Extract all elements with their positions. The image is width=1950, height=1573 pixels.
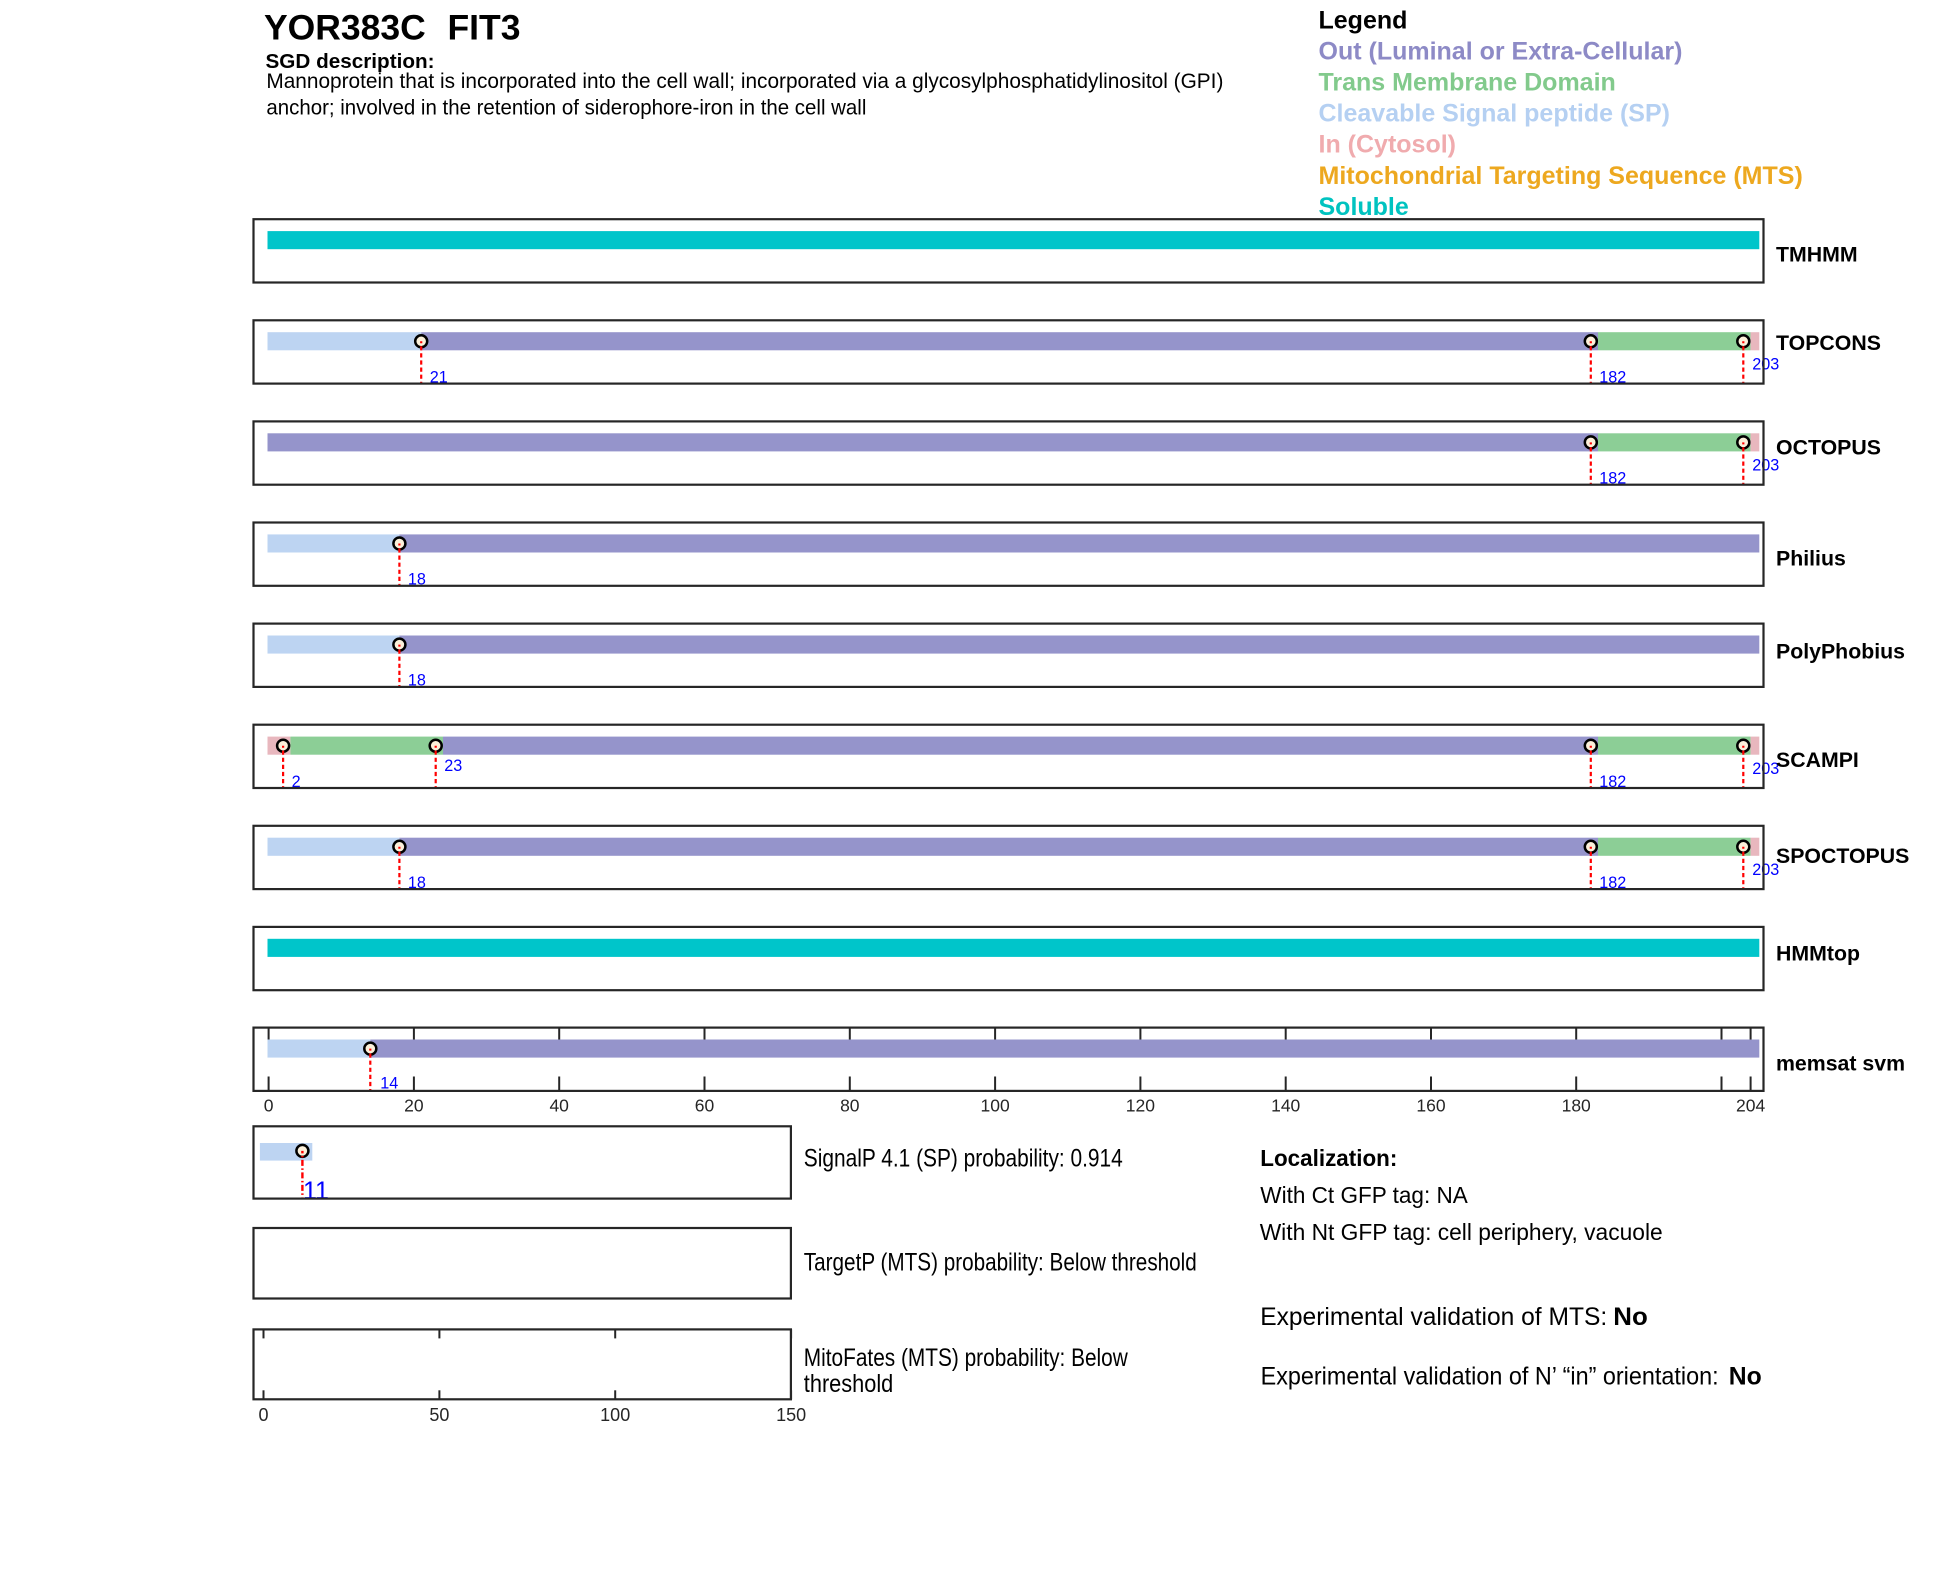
svg-text:18: 18 (408, 874, 426, 892)
svg-text:MitoFates (MTS) probability: B: MitoFates (MTS) probability: Below (804, 1344, 1129, 1372)
svg-text:18: 18 (408, 672, 426, 690)
svg-text:180: 180 (1562, 1095, 1591, 1115)
svg-text:Cleavable Signal peptide (SP): Cleavable Signal peptide (SP) (1319, 100, 1670, 128)
svg-text:Trans Membrane Domain: Trans Membrane Domain (1319, 69, 1616, 97)
svg-text:11: 11 (303, 1177, 329, 1205)
svg-text:80: 80 (840, 1095, 860, 1115)
svg-text:YOR383C: YOR383C (264, 7, 426, 47)
svg-text:Philius: Philius (1776, 547, 1846, 571)
svg-text:SGD description:: SGD description: (266, 50, 435, 73)
svg-text:No: No (1613, 1304, 1648, 1331)
svg-text:Soluble: Soluble (1319, 193, 1409, 221)
svg-text:0: 0 (258, 1405, 268, 1425)
svg-text:Out (Luminal or Extra-Cellular: Out (Luminal or Extra-Cellular) (1319, 37, 1683, 65)
svg-text:203: 203 (1752, 355, 1779, 373)
svg-text:SCAMPI: SCAMPI (1776, 748, 1859, 772)
svg-text:100: 100 (980, 1095, 1009, 1115)
svg-text:23: 23 (444, 757, 462, 775)
svg-text:anchor; involved in the retent: anchor; involved in the retention of sid… (266, 97, 866, 120)
svg-text:204: 204 (1736, 1095, 1765, 1115)
svg-text:120: 120 (1126, 1095, 1155, 1115)
svg-text:160: 160 (1416, 1095, 1445, 1115)
svg-text:150: 150 (776, 1405, 806, 1425)
svg-text:PolyPhobius: PolyPhobius (1776, 640, 1905, 664)
svg-text:SignalP 4.1 (SP) probability:: SignalP 4.1 (SP) probability: 0.914 (804, 1144, 1123, 1172)
svg-text:182: 182 (1599, 368, 1626, 386)
svg-text:Mannoprotein that is incorpora: Mannoprotein that is incorporated into t… (266, 70, 1223, 93)
svg-text:182: 182 (1599, 874, 1626, 892)
svg-text:182: 182 (1599, 470, 1626, 488)
svg-text:With Ct GFP tag: NA: With Ct GFP tag: NA (1260, 1182, 1468, 1208)
svg-text:40: 40 (549, 1095, 569, 1115)
svg-text:203: 203 (1752, 861, 1779, 879)
svg-text:memsat svm: memsat svm (1776, 1051, 1905, 1075)
svg-text:203: 203 (1752, 457, 1779, 475)
svg-text:Legend: Legend (1319, 6, 1408, 34)
svg-text:Experimental validation of N’: Experimental validation of N’ “in” orien… (1261, 1363, 1719, 1390)
svg-text:2: 2 (292, 773, 301, 791)
svg-text:14: 14 (380, 1075, 398, 1093)
svg-text:182: 182 (1599, 773, 1626, 791)
svg-text:OCTOPUS: OCTOPUS (1776, 435, 1881, 459)
svg-text:20: 20 (404, 1095, 424, 1115)
svg-text:18: 18 (408, 571, 426, 589)
svg-text:TargetP (MTS) probability: Bel: TargetP (MTS) probability: Below thresho… (804, 1248, 1197, 1276)
svg-text:Mitochondrial Targeting Sequen: Mitochondrial Targeting Sequence (MTS) (1319, 162, 1803, 190)
svg-text:100: 100 (600, 1405, 630, 1425)
svg-text:HMMtop: HMMtop (1776, 942, 1860, 966)
svg-text:In (Cytosol): In (Cytosol) (1319, 131, 1457, 159)
svg-text:50: 50 (429, 1405, 449, 1425)
svg-text:203: 203 (1752, 760, 1779, 778)
svg-text:60: 60 (695, 1095, 715, 1115)
svg-text:SPOCTOPUS: SPOCTOPUS (1776, 844, 1909, 868)
svg-text:Experimental validation of MTS: Experimental validation of MTS: (1260, 1304, 1607, 1331)
svg-text:FIT3: FIT3 (448, 7, 521, 47)
svg-text:Localization:: Localization: (1260, 1145, 1397, 1171)
svg-text:TOPCONS: TOPCONS (1776, 331, 1881, 355)
svg-text:21: 21 (430, 368, 448, 386)
svg-text:With Nt GFP tag: cell peripher: With Nt GFP tag: cell periphery, vacuole (1260, 1219, 1663, 1245)
svg-text:No: No (1729, 1363, 1762, 1390)
svg-text:140: 140 (1271, 1095, 1300, 1115)
svg-text:TMHMM: TMHMM (1776, 242, 1858, 266)
svg-text:threshold: threshold (804, 1370, 894, 1398)
svg-text:0: 0 (264, 1095, 274, 1115)
